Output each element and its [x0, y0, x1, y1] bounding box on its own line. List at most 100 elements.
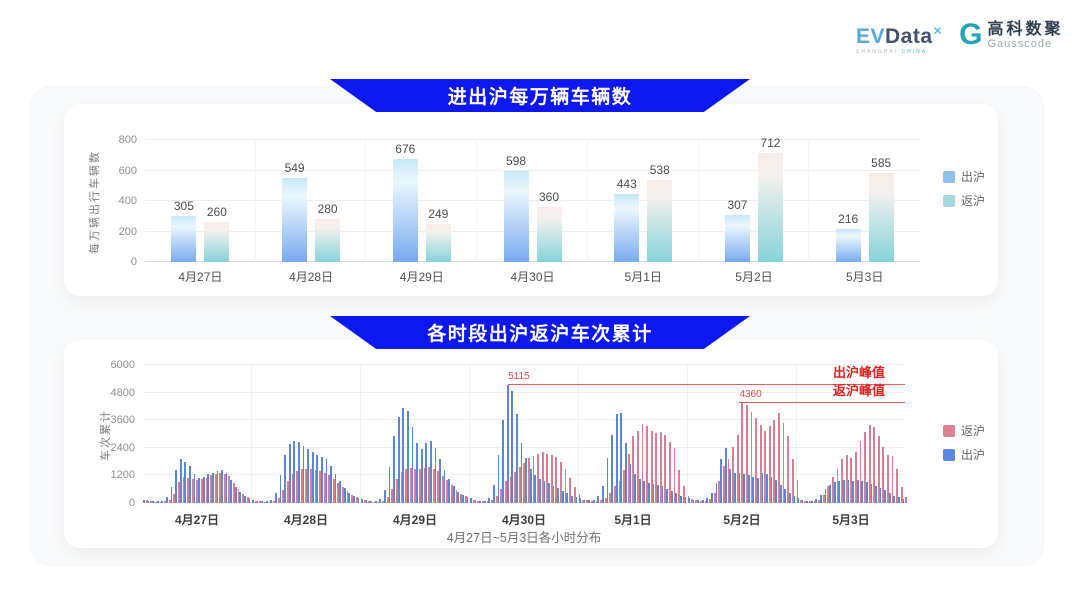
hourly-bar-出沪[interactable]: [230, 480, 233, 503]
hourly-bar-出沪[interactable]: [202, 476, 205, 503]
hourly-bar-返沪[interactable]: [150, 501, 153, 503]
hourly-bar-出沪[interactable]: [833, 482, 836, 503]
hourly-bar-返沪[interactable]: [804, 500, 807, 503]
hourly-bar-出沪[interactable]: [420, 448, 423, 503]
hourly-bar-出沪[interactable]: [838, 481, 841, 503]
hourly-bar-返沪[interactable]: [159, 501, 162, 503]
hourly-bar-返沪[interactable]: [351, 494, 354, 503]
hourly-bar-返沪[interactable]: [504, 481, 507, 503]
hourly-bar-出沪[interactable]: [643, 481, 646, 503]
hourly-bar-返沪[interactable]: [796, 480, 799, 503]
hourly-bar-返沪[interactable]: [377, 501, 380, 503]
hourly-bar-出沪[interactable]: [884, 490, 887, 503]
hourly-bar-返沪[interactable]: [882, 446, 885, 503]
hourly-bar-返沪[interactable]: [859, 440, 862, 503]
hourly-bar-出沪[interactable]: [588, 500, 590, 503]
hourly-bar-出沪[interactable]: [701, 500, 704, 503]
hourly-bar-返沪[interactable]: [518, 467, 521, 503]
hourly-bar-返沪[interactable]: [446, 480, 449, 503]
hourly-bar-出沪[interactable]: [661, 486, 664, 503]
hourly-bar-返沪[interactable]: [400, 471, 403, 503]
hourly-bar-出沪[interactable]: [706, 497, 709, 503]
hourly-bar-出沪[interactable]: [316, 454, 319, 503]
hourly-bar-出沪[interactable]: [293, 440, 296, 503]
hourly-bar-出沪[interactable]: [448, 478, 451, 503]
hourly-bar-出沪[interactable]: [583, 499, 586, 503]
hourly-bar-出沪[interactable]: [525, 458, 527, 503]
hourly-bar-返沪[interactable]: [709, 499, 711, 503]
hourly-bar-返沪[interactable]: [813, 501, 816, 503]
hourly-bar-出沪[interactable]: [865, 482, 868, 503]
hourly-bar-返沪[interactable]: [787, 436, 790, 503]
hourly-bar-出沪[interactable]: [810, 500, 813, 503]
hourly-bar-返沪[interactable]: [432, 468, 435, 503]
hourly-bar-出沪[interactable]: [756, 477, 759, 503]
hourly-bar-返沪[interactable]: [799, 499, 802, 503]
hourly-bar-出沪[interactable]: [357, 497, 360, 503]
hourly-bar-出沪[interactable]: [288, 444, 291, 503]
hourly-bar-出沪[interactable]: [393, 436, 395, 503]
hourly-bar-返沪[interactable]: [277, 497, 280, 503]
hourly-bar-出沪[interactable]: [697, 500, 699, 503]
hourly-bar-出沪[interactable]: [638, 478, 641, 503]
hourly-bar-出沪[interactable]: [379, 499, 382, 503]
hourly-bar-返沪[interactable]: [355, 497, 358, 503]
hourly-bar-出沪[interactable]: [506, 385, 509, 503]
hourly-bar-出沪[interactable]: [193, 474, 196, 503]
hourly-bar-返沪[interactable]: [682, 486, 685, 503]
hourly-bar-出沪[interactable]: [221, 469, 223, 503]
hourly-bar-返沪[interactable]: [291, 474, 294, 503]
hourly-bar-出沪[interactable]: [239, 491, 242, 503]
hourly-bar-出沪[interactable]: [829, 484, 831, 503]
hourly-bar-出沪[interactable]: [429, 440, 432, 503]
hourly-bar-返沪[interactable]: [509, 476, 512, 503]
hourly-bar-返沪[interactable]: [460, 493, 463, 503]
hourly-bar-返沪[interactable]: [850, 458, 853, 503]
hourly-bar-出沪[interactable]: [388, 467, 391, 503]
hourly-bar-出沪[interactable]: [902, 498, 905, 503]
hourly-bar-出沪[interactable]: [806, 500, 808, 503]
hourly-bar-出沪[interactable]: [680, 495, 682, 503]
daily-bar-返沪[interactable]: [425, 224, 451, 262]
hourly-bar-出沪[interactable]: [270, 499, 273, 503]
hourly-bar-出沪[interactable]: [634, 474, 636, 503]
hourly-bar-出沪[interactable]: [483, 500, 486, 503]
hourly-bar-出沪[interactable]: [265, 501, 268, 503]
hourly-bar-返沪[interactable]: [741, 402, 744, 503]
hourly-bar-返沪[interactable]: [409, 468, 412, 503]
hourly-bar-返沪[interactable]: [532, 455, 535, 503]
hourly-bar-出沪[interactable]: [256, 500, 259, 503]
hourly-bar-返沪[interactable]: [641, 423, 644, 503]
hourly-bar-返沪[interactable]: [309, 468, 312, 503]
hourly-bar-返沪[interactable]: [145, 500, 148, 503]
hourly-bar-返沪[interactable]: [346, 491, 349, 503]
hourly-bar-返沪[interactable]: [905, 497, 908, 503]
hourly-bar-出沪[interactable]: [743, 474, 745, 503]
hourly-bar-出沪[interactable]: [670, 491, 673, 503]
hourly-bar-返沪[interactable]: [778, 413, 780, 503]
hourly-bar-返沪[interactable]: [173, 493, 176, 503]
hourly-bar-出沪[interactable]: [365, 500, 368, 503]
hourly-bar-返沪[interactable]: [368, 501, 371, 503]
hourly-bar-出沪[interactable]: [274, 492, 277, 503]
hourly-bar-返沪[interactable]: [750, 412, 753, 503]
hourly-bar-出沪[interactable]: [443, 469, 446, 503]
hourly-bar-出沪[interactable]: [548, 483, 550, 503]
hourly-bar-出沪[interactable]: [733, 473, 736, 503]
hourly-bar-返沪[interactable]: [573, 487, 576, 503]
hourly-bar-返沪[interactable]: [237, 489, 240, 503]
daily-bar-出沪[interactable]: [282, 178, 308, 262]
hourly-bar-返沪[interactable]: [386, 497, 389, 503]
hourly-bar-出沪[interactable]: [852, 481, 854, 503]
hourly-bar-返沪[interactable]: [395, 478, 398, 503]
hourly-bar-返沪[interactable]: [745, 405, 748, 503]
hourly-bar-出沪[interactable]: [244, 496, 246, 503]
legend-item-出沪[interactable]: 出沪: [943, 168, 985, 185]
hourly-bar-出沪[interactable]: [184, 461, 187, 503]
hourly-bar-返沪[interactable]: [636, 430, 639, 503]
hourly-bar-出沪[interactable]: [225, 473, 228, 503]
hourly-bar-返沪[interactable]: [414, 468, 417, 503]
hourly-bar-返沪[interactable]: [382, 500, 384, 503]
hourly-bar-出沪[interactable]: [234, 486, 237, 503]
legend-item-返沪[interactable]: 返沪: [943, 192, 985, 209]
